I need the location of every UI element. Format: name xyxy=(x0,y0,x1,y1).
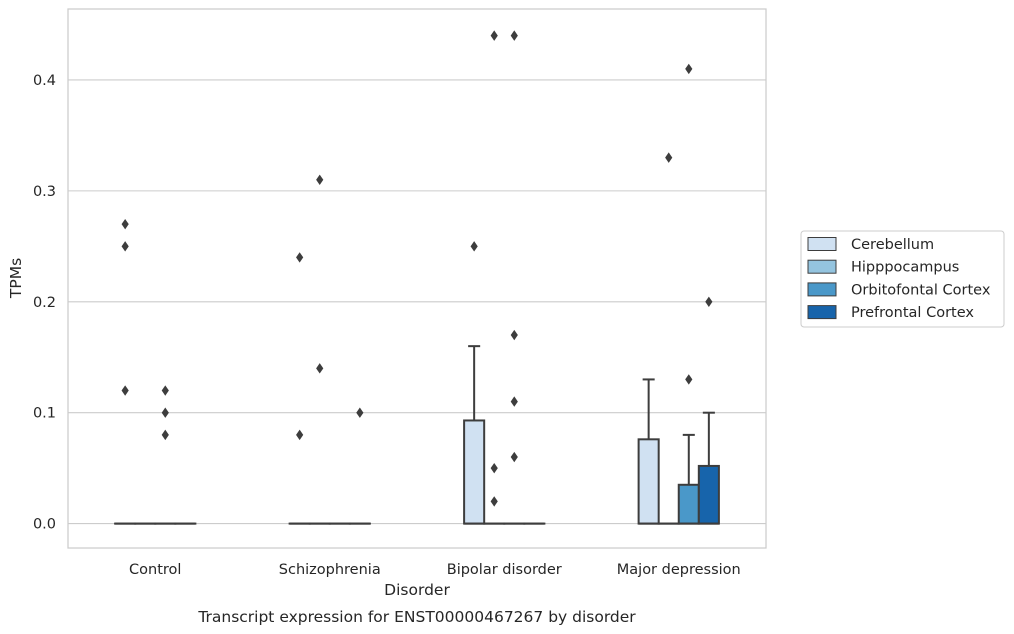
outlier-point xyxy=(316,363,324,374)
outlier-point xyxy=(705,296,713,307)
y-tick-label: 0.3 xyxy=(33,184,56,200)
box xyxy=(637,438,660,525)
outlier-point xyxy=(510,30,518,41)
outlier-point xyxy=(685,374,693,385)
outlier-point xyxy=(490,496,498,507)
outlier-point xyxy=(510,396,518,407)
outlier-point xyxy=(490,30,498,41)
grid-lines xyxy=(68,79,766,525)
x-tick-label: Control xyxy=(129,562,181,578)
x-axis-title: Disorder xyxy=(384,581,450,599)
x-tick-label: Major depression xyxy=(617,562,741,578)
box xyxy=(677,483,700,525)
legend-label: Orbitofontal Cortex xyxy=(851,282,991,298)
outlier-point xyxy=(356,407,364,418)
outlier-point xyxy=(316,174,324,185)
outlier-point xyxy=(510,451,518,463)
y-tick-label: 0.0 xyxy=(33,517,56,533)
legend-label: Hipppocampus xyxy=(851,260,959,276)
legend-swatch xyxy=(807,237,837,251)
box xyxy=(697,464,720,525)
outlier-point xyxy=(470,241,478,252)
outlier-point xyxy=(161,407,169,418)
legend-swatch xyxy=(807,259,837,274)
x-tick-labels: Control Schizophrenia Bipolar disorder Majo… xyxy=(129,562,741,578)
legend-label: Prefrontal Cortex xyxy=(851,305,974,321)
y-tick-label: 0.4 xyxy=(33,73,56,89)
outlier-point xyxy=(490,462,498,474)
legend-frame xyxy=(800,230,1005,328)
legend-swatch xyxy=(807,282,837,297)
plot-frame xyxy=(67,8,767,549)
chart-caption: Transcript expression for ENST0000046726… xyxy=(197,608,636,626)
plot-marks xyxy=(114,30,720,525)
outlier-point xyxy=(685,63,693,75)
y-axis-title: TPMs xyxy=(7,258,25,299)
legend-swatch xyxy=(807,305,837,320)
outlier-point xyxy=(296,252,304,263)
y-tick-label: 0.1 xyxy=(33,406,56,422)
outlier-point xyxy=(161,429,169,441)
outlier-point xyxy=(121,241,129,252)
x-tick-label: Schizophrenia xyxy=(279,562,381,578)
y-tick-label: 0.2 xyxy=(33,295,56,311)
outlier-point xyxy=(161,385,169,396)
outlier-point xyxy=(510,329,518,341)
outlier-point xyxy=(121,385,129,396)
x-tick-label: Bipolar disorder xyxy=(447,562,562,578)
box xyxy=(463,419,486,525)
outlier-point xyxy=(121,218,129,230)
legend-label: Cerebellum xyxy=(851,237,934,253)
legend: Cerebellum Hipppocampus Orbitofontal Corte… xyxy=(800,230,1005,328)
outlier-point xyxy=(296,429,304,441)
y-tick-labels: 0.0 0.1 0.2 0.3 0.4 xyxy=(33,73,56,533)
outlier-point xyxy=(665,152,673,163)
